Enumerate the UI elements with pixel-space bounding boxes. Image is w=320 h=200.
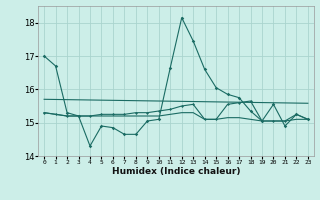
X-axis label: Humidex (Indice chaleur): Humidex (Indice chaleur) — [112, 167, 240, 176]
